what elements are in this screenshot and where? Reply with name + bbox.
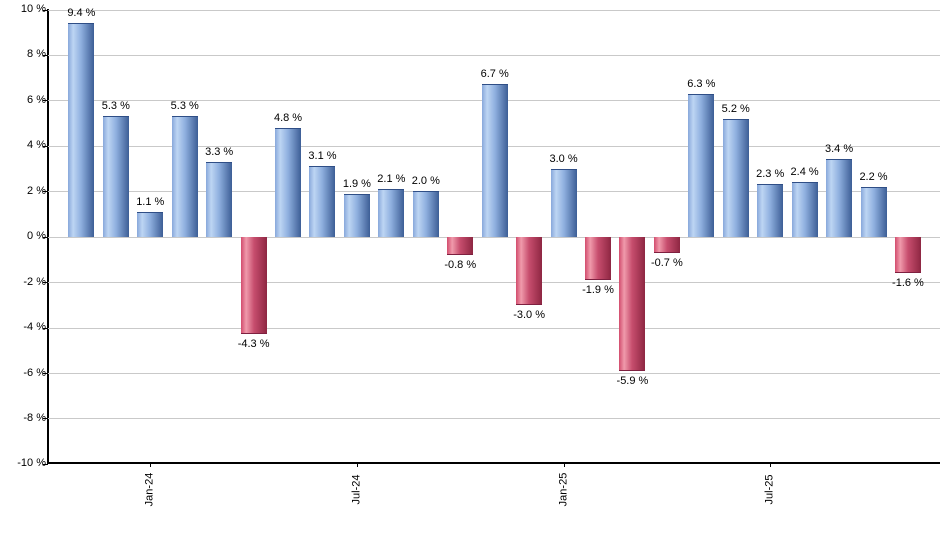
y-axis-label: 2 % [27,184,46,197]
bar [102,116,129,237]
y-axis-tick [43,191,48,193]
y-axis-tick [43,418,48,420]
bar-value-label: 5.2 % [721,102,750,115]
x-axis-tick [356,462,358,467]
bar [826,159,853,237]
bar-value-label: -5.9 % [616,374,649,387]
bar [481,84,508,237]
bar [309,166,336,237]
bar [585,236,611,280]
y-axis-label: 10 % [20,3,46,15]
bar-value-label: 1.9 % [342,177,371,190]
bar-value-label: -3.0 % [513,308,545,321]
bar-value-label: 3.1 % [308,150,337,163]
bar-value-label: 2.1 % [377,172,406,185]
x-axis-tick [563,462,565,467]
bar-value-label: 2.3 % [756,168,785,181]
bar-value-label: -1.9 % [582,283,614,296]
y-axis-tick [43,282,48,284]
bar-value-label: 3.3 % [205,145,234,158]
x-axis-line [47,462,940,464]
y-axis-label: -4 % [23,321,46,334]
bar [550,168,577,237]
bar-value-label: 9.4 % [67,7,96,20]
x-axis-label: Jul-25 [763,474,776,505]
y-axis-label: -2 % [23,275,46,288]
y-axis-label: -10 % [17,457,46,470]
bar [343,193,370,237]
bar-value-label: 2.0 % [411,175,440,188]
bar-value-label: 6.7 % [480,68,509,81]
bar-value-label: 4.8 % [273,111,303,124]
bar [722,118,749,237]
y-axis-tick [43,327,48,329]
gridline [48,236,940,238]
x-axis-label: Jul-24 [350,474,363,505]
bar [894,236,921,274]
bar-value-label: 5.3 % [170,100,199,113]
y-axis-label: 6 % [27,93,46,106]
bar [447,236,474,255]
y-axis-tick [43,373,48,375]
bar [791,182,818,237]
bar-value-label: 3.4 % [825,143,854,156]
gridline [48,373,940,375]
y-axis-line [47,9,49,464]
bar [619,236,646,371]
bar [137,211,164,237]
y-axis-tick [43,54,48,56]
bar [757,184,784,237]
bar [206,161,233,237]
y-axis-label: 8 % [27,48,46,61]
gridline [48,418,940,420]
y-axis-tick [43,145,48,147]
y-axis-tick [43,100,48,102]
bar [653,236,680,253]
bar-value-label: 2.4 % [790,166,819,179]
bar-value-label: 6.3 % [687,77,716,90]
y-axis-label: 4 % [27,139,46,152]
bar [412,191,439,237]
bar [171,116,198,237]
bar-value-label: -0.8 % [444,258,477,271]
bar [860,186,887,237]
bar-value-label: 1.1 % [136,195,165,208]
bar-value-label: -4.3 % [237,338,270,351]
y-axis-tick [43,463,48,465]
y-axis-tick [43,9,48,11]
bar [516,236,543,305]
gridline [48,282,940,284]
bar [240,236,267,335]
bar-value-label: 5.3 % [101,100,130,113]
x-axis-tick [770,462,772,467]
x-axis-label: Jan-25 [557,472,570,507]
y-axis-label: 0 % [27,230,46,243]
bar [378,188,405,237]
bar [68,23,95,237]
bar-value-label: 2.2 % [859,170,888,183]
gridline [48,9,940,11]
bar-value-label: 3.0 % [549,152,578,165]
y-axis-label: -6 % [23,366,46,379]
gridline [48,327,940,329]
bar [688,93,715,237]
gridline [48,54,940,56]
y-axis-tick [43,236,48,238]
x-axis-label: Jan-24 [143,472,156,507]
x-axis-tick [150,462,152,467]
y-axis-label: -8 % [23,411,46,424]
bar [275,127,302,237]
bar-value-label: -1.6 % [892,277,924,290]
bar-value-label: -0.7 % [650,256,683,269]
